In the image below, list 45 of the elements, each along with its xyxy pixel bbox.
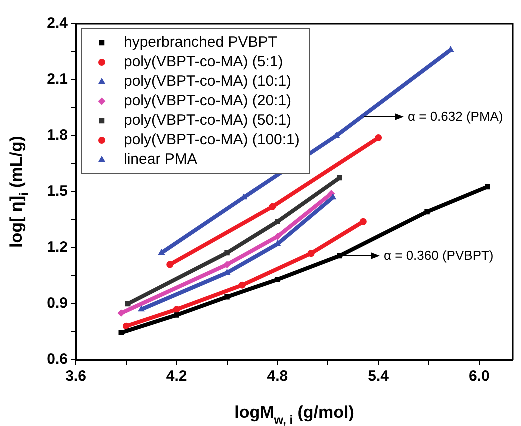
point xyxy=(122,322,130,330)
point xyxy=(360,218,367,226)
y-tick-label: 2.4 xyxy=(47,15,69,32)
y-tick-label: 1.2 xyxy=(47,239,68,256)
legend-label: poly(VBPT-co-MA) (100:1) xyxy=(124,132,300,149)
point xyxy=(174,312,180,318)
point xyxy=(485,184,490,190)
y-tick-label: 1.8 xyxy=(47,127,68,144)
y-tick-label: 0.9 xyxy=(47,295,68,312)
point xyxy=(158,250,165,256)
x-tick-label: 4.8 xyxy=(267,368,288,386)
point xyxy=(269,203,276,210)
x-tick-label: 3.6 xyxy=(66,368,86,386)
point xyxy=(224,294,230,300)
point xyxy=(224,250,230,256)
point xyxy=(337,175,342,181)
point xyxy=(166,261,174,268)
annotation: α = 0.360 (PVBPT) xyxy=(384,248,494,263)
legend-label: poly(VBPT-co-MA) (50:1) xyxy=(124,112,292,130)
y-tick-label: 2.1 xyxy=(47,71,68,88)
point xyxy=(118,310,125,317)
legend-label: poly(VBPT-co-MA) (5:1) xyxy=(124,54,284,71)
point xyxy=(375,134,382,142)
point xyxy=(424,209,430,215)
x-tick-label: 6.0 xyxy=(468,368,490,386)
legend-label: hyperbranched PVBPT xyxy=(124,34,278,52)
point xyxy=(224,261,231,268)
legend-label: poly(VBPT-co-MA) (20:1) xyxy=(124,92,292,110)
point xyxy=(274,233,282,240)
point xyxy=(275,219,280,224)
point xyxy=(138,306,145,312)
point xyxy=(173,306,180,314)
point xyxy=(125,301,131,307)
point xyxy=(308,250,315,258)
point xyxy=(275,277,280,282)
x-tick-label: 5.4 xyxy=(368,368,390,386)
point xyxy=(118,330,124,336)
y-tick-label: 1.5 xyxy=(47,183,68,200)
x-tick-label: 4.2 xyxy=(166,368,188,386)
annotation: α = 0.632 (PMA) xyxy=(408,109,504,124)
y-axis-title: log[ η]i (mL/g) xyxy=(7,136,31,248)
y-tick-label: 0.6 xyxy=(47,351,68,368)
legend-label: poly(VBPT-co-MA) (10:1) xyxy=(124,73,292,90)
legend-label: linear PMA xyxy=(124,151,198,168)
point xyxy=(238,282,246,289)
